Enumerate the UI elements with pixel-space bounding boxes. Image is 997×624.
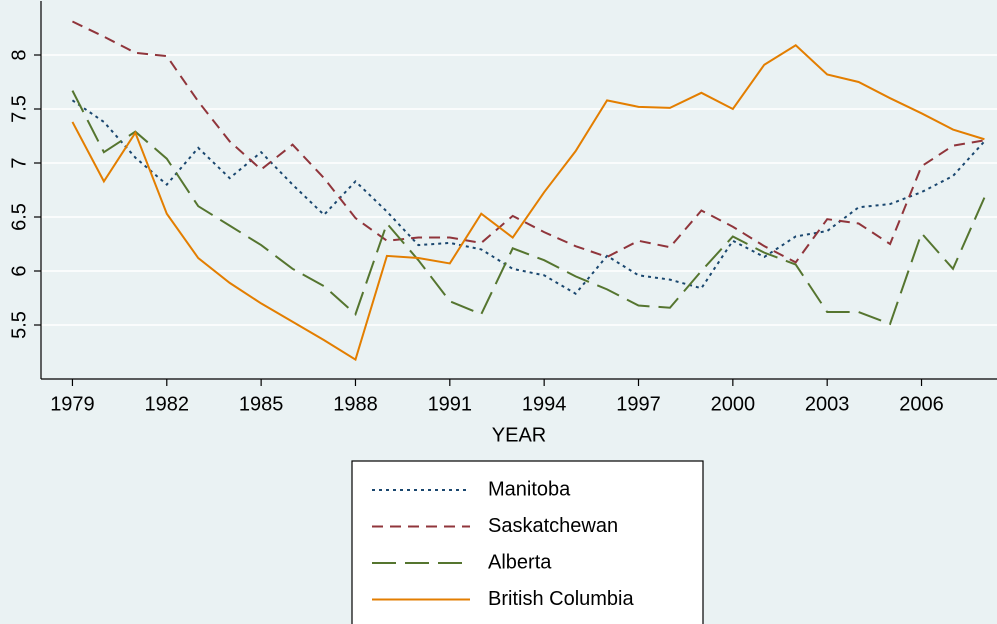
legend-box <box>351 460 704 624</box>
x-tick-label: 1982 <box>145 393 190 415</box>
x-tick-label: 1991 <box>428 393 473 415</box>
x-tick-label: 1988 <box>333 393 378 415</box>
x-tick-label: 1997 <box>616 393 661 415</box>
legend-label: British Columbia <box>488 588 634 610</box>
y-tick-label: 7.5 <box>8 95 30 123</box>
x-tick-label: 2006 <box>899 393 944 415</box>
y-tick-label: 6.5 <box>8 203 30 231</box>
y-tick-label: 8 <box>8 49 30 60</box>
x-axis-label: YEAR <box>492 424 546 446</box>
line-series <box>72 20 985 264</box>
legend-label: Manitoba <box>488 478 571 500</box>
x-tick-label: 1994 <box>522 393 567 415</box>
legend-label: Saskatchewan <box>488 515 618 537</box>
y-tick-label: 5.5 <box>8 311 30 339</box>
x-tick-label: 1985 <box>239 393 284 415</box>
x-tick-label: 2003 <box>805 393 850 415</box>
line-series <box>71 90 986 326</box>
x-tick-label: 1979 <box>50 393 95 415</box>
legend-label: Alberta <box>488 551 552 573</box>
y-tick-label: 7 <box>8 157 30 168</box>
line-series <box>71 99 986 295</box>
line-series <box>71 44 985 362</box>
x-tick-label: 2000 <box>711 393 756 415</box>
y-tick-label: 6 <box>8 265 30 276</box>
